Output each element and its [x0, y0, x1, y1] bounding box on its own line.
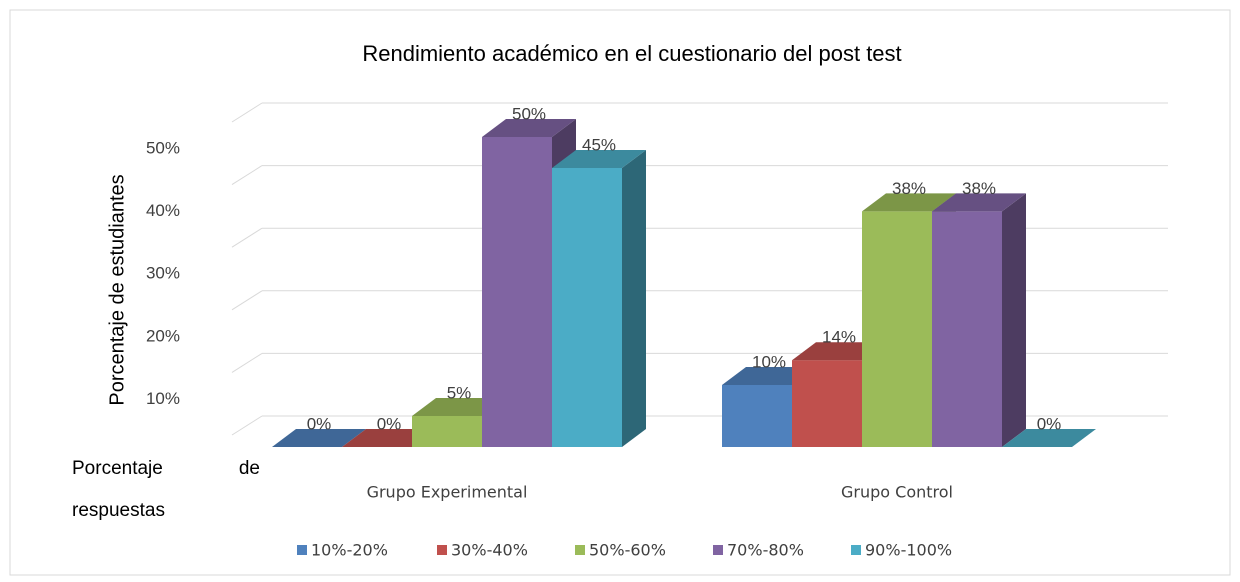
data-label: 50% [512, 104, 546, 123]
legend-label: 30%-40% [451, 541, 528, 560]
y-axis-label: Porcentaje de estudiantes [106, 174, 128, 405]
data-label: 10% [752, 352, 786, 371]
x-tick-label: Grupo Control [841, 483, 953, 502]
y-tick-label: 10% [146, 389, 180, 408]
grid-line [231, 352, 263, 373]
bar-front [552, 168, 622, 447]
legend-label: 50%-60% [589, 541, 666, 560]
grid-line [231, 290, 263, 311]
bar-top [932, 193, 1026, 212]
data-label: 5% [447, 383, 472, 402]
bar-front [792, 360, 862, 447]
legend-label: 10%-20% [311, 541, 388, 560]
legend-swatch [713, 545, 723, 555]
legend-swatch [297, 545, 307, 555]
bar-top [272, 429, 366, 447]
y-tick-label: 20% [146, 326, 180, 345]
bar-top [552, 150, 646, 168]
grid-line [231, 102, 263, 123]
bar-front [412, 416, 482, 447]
bar-side [1002, 193, 1026, 447]
legend-swatch [851, 545, 861, 555]
bar-top [1002, 429, 1096, 447]
legend-label: 70%-80% [727, 541, 804, 560]
y-tick-label: 50% [146, 138, 180, 157]
bar-top [862, 193, 956, 212]
bar-front [482, 137, 552, 447]
grid-line [231, 227, 263, 248]
bar-front [932, 211, 1002, 447]
bar-front [862, 211, 932, 447]
data-label: 0% [307, 414, 332, 433]
bar-side [622, 150, 646, 447]
y-tick-label: 30% [146, 264, 180, 283]
data-label: 0% [1037, 414, 1062, 433]
x-axis-label: Porcentaje de respuestas [72, 448, 260, 532]
grid-line [231, 415, 263, 436]
grid-line [231, 165, 263, 186]
data-label: 0% [377, 414, 402, 433]
chart-title: Rendimiento académico en el cuestionario… [362, 41, 901, 66]
legend-swatch [437, 545, 447, 555]
data-label: 14% [822, 328, 856, 347]
legend-swatch [575, 545, 585, 555]
bar-top [482, 119, 576, 137]
data-label: 38% [962, 179, 996, 198]
x-tick-label: Grupo Experimental [367, 483, 528, 502]
data-label: 45% [582, 135, 616, 154]
legend-label: 90%-100% [865, 541, 952, 560]
y-tick-label: 40% [146, 201, 180, 220]
bar-front [722, 385, 792, 447]
data-label: 38% [892, 179, 926, 198]
